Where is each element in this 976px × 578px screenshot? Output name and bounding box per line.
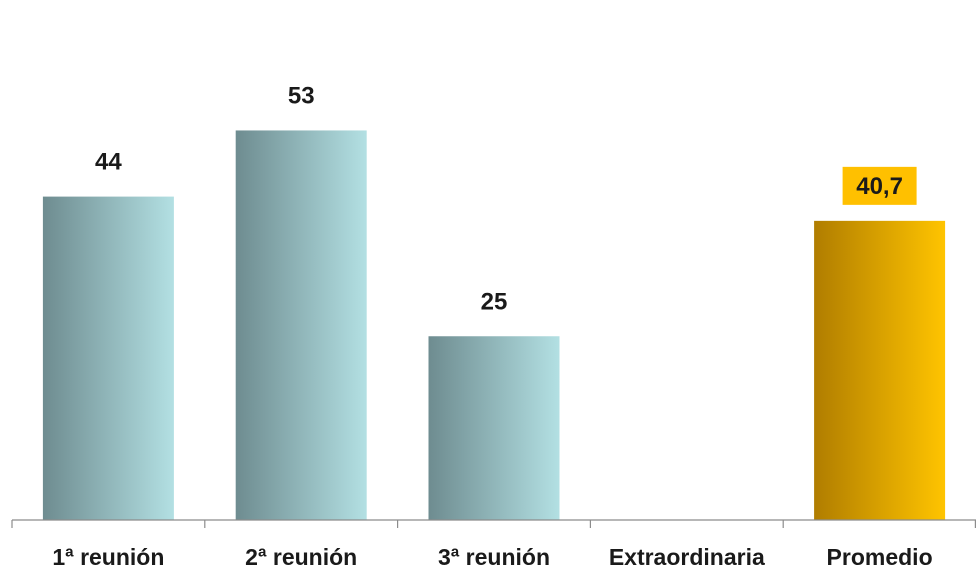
data-label-promedio: 40,7 — [856, 173, 903, 200]
bar-2a-reunion — [235, 130, 367, 520]
bars-group — [42, 130, 946, 521]
data-label-1a-reunion: 44 — [95, 149, 122, 176]
bar-1a-reunion — [42, 196, 174, 520]
value-labels-group: 44 53 25 40,7 — [95, 82, 917, 315]
category-label-1a-reunion: 1ª reunión — [52, 544, 164, 570]
x-axis — [11, 519, 976, 528]
data-label-3a-reunion: 25 — [481, 288, 508, 315]
data-label-background-promedio — [842, 166, 917, 205]
category-label-3a-reunion: 3ª reunión — [438, 544, 550, 570]
category-label-2a-reunion: 2ª reunión — [245, 544, 357, 570]
bar-promedio — [814, 220, 946, 521]
bar-3a-reunion — [428, 336, 560, 520]
category-label-promedio: Promedio — [827, 544, 933, 570]
category-label-extraordinaria: Extraordinaria — [609, 544, 765, 570]
category-labels-group: 1ª reunión 2ª reunión 3ª reunión Extraordin… — [52, 544, 932, 570]
data-label-2a-reunion: 53 — [288, 82, 315, 109]
